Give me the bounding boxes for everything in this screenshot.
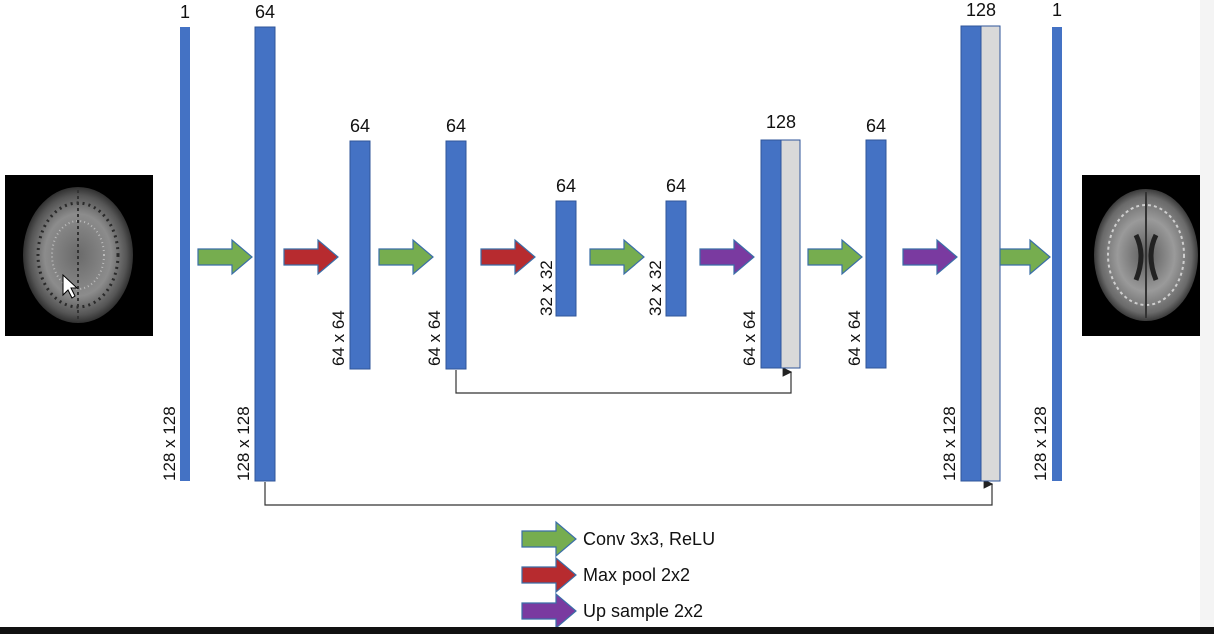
size-label: 64 x 64 [845,310,864,366]
size-label: 64 x 64 [425,310,444,366]
upsample-arrow-icon [521,592,577,630]
size-label: 128 x 128 [940,406,959,481]
legend-label: Conv 3x3, ReLU [583,529,715,549]
size-label: 32 x 32 [646,260,665,316]
channel-label: 64 [255,2,275,22]
size-label: 128 x 128 [160,406,179,481]
max-pool-arrow [283,238,339,276]
size-label: 128 x 128 [1031,406,1050,481]
window-edge [1200,0,1214,627]
feature-map-bar [254,26,276,482]
channel-label: 64 [866,116,886,136]
channel-label: 64 [556,176,576,196]
mouse-cursor-icon [62,273,79,299]
legend-label: Up sample 2x2 [583,601,703,621]
bottom-border [0,627,1214,634]
conv-arrow [807,238,863,276]
upsample-arrow [902,238,958,276]
legend-label: Max pool 2x2 [583,565,690,585]
copied-feature-map-bar [780,139,801,369]
skip-connection-level-2 [455,367,793,394]
legend-item-upsample: Up sample 2x2 [521,592,703,630]
feature-map-bar [865,139,887,369]
copied-feature-map-bar [980,25,1001,482]
max-pool-arrow [480,238,536,276]
conv-arrow-icon [521,520,577,558]
size-label: 32 x 32 [537,260,556,316]
legend: Conv 3x3, ReLU Max pool 2x2 Up sample 2x… [521,520,715,630]
feature-map-bar [180,27,190,481]
channel-label: 128 [966,0,996,20]
size-label: 64 x 64 [740,310,759,366]
conv-arrow [999,238,1051,276]
legend-item-max-pool: Max pool 2x2 [521,556,690,594]
feature-map-bar [555,200,577,317]
feature-map-bar [760,139,782,369]
channel-label: 64 [350,116,370,136]
conv-arrow [378,238,434,276]
channel-label: 64 [666,176,686,196]
channel-label: 1 [1052,0,1062,20]
skip-connection-level-1 [264,479,994,506]
conv-arrow [197,238,253,276]
feature-map-bar [960,25,982,482]
legend-item-conv: Conv 3x3, ReLU [521,520,715,558]
feature-map-bar [665,200,687,317]
feature-map-bar [349,140,371,370]
channel-label: 1 [180,2,190,22]
max-pool-arrow-icon [521,556,577,594]
upsample-arrow [699,238,755,276]
input-brain-image [5,175,153,336]
channel-label: 64 [446,116,466,136]
size-label: 128 x 128 [234,406,253,481]
output-brain-image [1082,175,1210,336]
feature-map-bar [445,140,467,370]
feature-map-bar [1052,27,1062,481]
channel-label: 128 [766,112,796,132]
conv-arrow [589,238,645,276]
size-label: 64 x 64 [329,310,348,366]
